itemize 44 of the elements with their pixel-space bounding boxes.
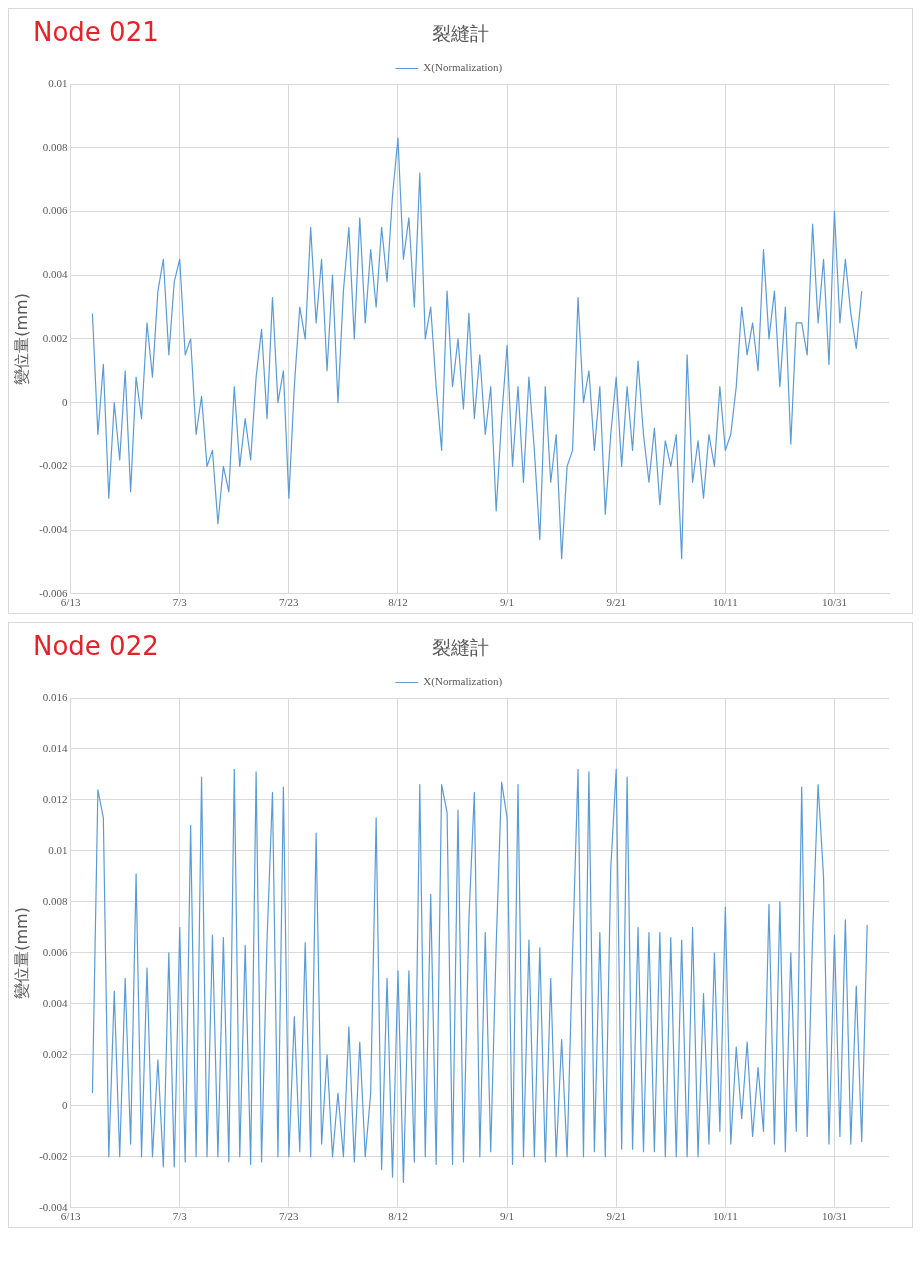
legend-label: X(Normalization) — [423, 675, 503, 689]
x-tick-label: 7/23 — [279, 1210, 300, 1223]
y-axis-title: 變位量(mm) — [11, 907, 31, 999]
y-tick-label: 0.012 — [42, 792, 68, 805]
y-tick-label: -0.004 — [39, 522, 69, 535]
chart-title: 裂縫計 — [432, 636, 489, 658]
x-tick-label: 9/1 — [500, 1210, 515, 1223]
x-tick-label: 7/23 — [279, 596, 300, 609]
x-tick-label: 9/1 — [500, 596, 515, 609]
y-tick-label: 0.002 — [42, 331, 68, 344]
x-tick-label: 9/21 — [606, 596, 626, 609]
y-tick-label: 0.006 — [42, 945, 69, 958]
y-tick-label: -0.002 — [39, 459, 68, 472]
x-tick-label: 10/11 — [712, 1210, 738, 1223]
x-tick-label: 7/3 — [172, 596, 188, 609]
y-axis-title: 變位量(mm) — [11, 293, 31, 385]
y-tick-label: -0.004 — [39, 1200, 69, 1213]
y-tick-label: 0 — [62, 395, 69, 408]
text: Node 021 — [33, 17, 159, 47]
y-tick-label: 0.008 — [42, 140, 69, 153]
y-tick-label: 0.01 — [48, 843, 68, 856]
x-tick-label: 6/13 — [60, 596, 81, 609]
x-tick-label: 10/11 — [712, 596, 738, 609]
y-tick-label: 0 — [62, 1098, 69, 1111]
y-tick-label: -0.006 — [39, 586, 69, 599]
text: Node 022 — [33, 631, 159, 661]
x-tick-label: 7/3 — [172, 1210, 188, 1223]
y-tick-label: 0.014 — [42, 741, 69, 754]
x-tick-label: 6/13 — [60, 1210, 81, 1223]
y-tick-label: -0.002 — [39, 1149, 68, 1162]
chart-title: 裂縫計 — [432, 22, 489, 44]
y-tick-label: 0.004 — [42, 268, 69, 281]
y-tick-label: 0.01 — [48, 76, 68, 89]
x-tick-label: 10/31 — [821, 596, 847, 609]
x-tick-label: 10/31 — [821, 1210, 847, 1223]
legend-label: X(Normalization) — [423, 61, 503, 75]
y-tick-label: 0.008 — [42, 894, 69, 907]
y-tick-label: 0.006 — [42, 204, 69, 217]
x-tick-label: 9/21 — [606, 1210, 626, 1223]
x-tick-label: 8/12 — [388, 596, 408, 609]
x-tick-label: 8/12 — [388, 1210, 408, 1223]
y-tick-label: 0.002 — [42, 1047, 68, 1060]
y-tick-label: 0.016 — [42, 690, 69, 703]
y-tick-label: 0.004 — [42, 996, 69, 1009]
